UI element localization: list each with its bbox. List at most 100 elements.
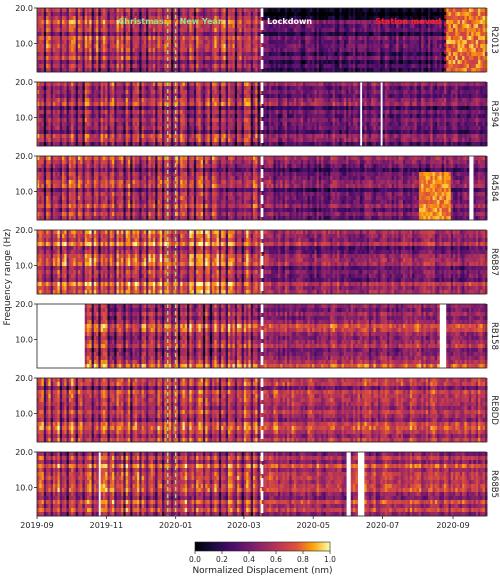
heatmap-cell: [130, 12, 133, 16]
heatmap-cell: [148, 94, 151, 98]
heatmap-cell: [164, 94, 167, 98]
heatmap-cell: [37, 102, 40, 106]
heatmap-cell: [196, 86, 199, 90]
heatmap-cell: [378, 32, 381, 36]
heatmap-cell: [119, 82, 122, 86]
heatmap-cell: [264, 64, 267, 68]
heatmap-cell: [221, 48, 224, 52]
heatmap-cell: [160, 48, 163, 52]
heatmap-cell: [160, 60, 163, 64]
heatmap-cell: [333, 40, 336, 44]
heatmap-cell: [196, 98, 199, 102]
heatmap-cell: [358, 24, 361, 28]
heatmap-cell: [101, 32, 104, 36]
heatmap-cell: [132, 110, 135, 114]
heatmap-cell: [37, 134, 40, 138]
heatmap-cell: [60, 118, 63, 122]
heatmap-cell: [223, 130, 226, 134]
heatmap-cell: [92, 64, 95, 68]
heatmap-cell: [271, 52, 274, 56]
heatmap-cell: [353, 8, 356, 12]
heatmap-cell: [371, 40, 374, 44]
heatmap-cell: [223, 24, 226, 28]
heatmap-cell: [126, 52, 129, 56]
heatmap-cell: [164, 20, 167, 24]
heatmap-cell: [248, 130, 251, 134]
heatmap-cell: [462, 48, 465, 52]
heatmap-cell: [135, 86, 138, 90]
heatmap-cell: [189, 8, 192, 12]
heatmap-cell: [151, 60, 154, 64]
heatmap-cell: [64, 40, 67, 44]
heatmap-cell: [342, 64, 345, 68]
heatmap-cell: [483, 64, 486, 68]
heatmap-cell: [289, 106, 292, 110]
heatmap-cell: [117, 56, 120, 60]
heatmap-cell: [160, 56, 163, 60]
heatmap-cell: [235, 60, 238, 64]
heatmap-cell: [408, 32, 411, 36]
heatmap-cell: [255, 36, 258, 40]
heatmap-cell: [221, 126, 224, 130]
heatmap-cell: [144, 94, 147, 98]
heatmap-cell: [169, 20, 172, 24]
heatmap-cell: [330, 8, 333, 12]
heatmap-cell: [328, 8, 331, 12]
heatmap-cell: [107, 56, 110, 60]
heatmap-cell: [53, 28, 56, 32]
heatmap-cell: [428, 56, 431, 60]
heatmap-cell: [310, 40, 313, 44]
heatmap-cell: [353, 32, 356, 36]
heatmap-cell: [185, 40, 188, 44]
heatmap-cell: [469, 20, 472, 24]
heatmap-cell: [246, 138, 249, 142]
heatmap-cell: [217, 56, 220, 60]
heatmap-cell: [192, 52, 195, 56]
heatmap-cell: [276, 28, 279, 32]
heatmap-cell: [135, 106, 138, 110]
heatmap-cell: [376, 28, 379, 32]
heatmap-cell: [51, 16, 54, 20]
heatmap-cell: [453, 56, 456, 60]
heatmap-cell: [258, 20, 261, 24]
heatmap-cell: [89, 134, 92, 138]
heatmap-cell: [210, 28, 213, 32]
heatmap-cell: [44, 8, 47, 12]
heatmap-cell: [142, 114, 145, 118]
heatmap-cell: [253, 8, 256, 12]
heatmap-cell: [87, 118, 90, 122]
heatmap-cell: [62, 98, 65, 102]
heatmap-cell: [169, 52, 172, 56]
heatmap-cell: [408, 28, 411, 32]
heatmap-cell: [55, 86, 58, 90]
heatmap-cell: [208, 126, 211, 130]
heatmap-cell: [285, 36, 288, 40]
heatmap-cell: [85, 44, 88, 48]
heatmap-cell: [46, 102, 49, 106]
heatmap-cell: [258, 106, 261, 110]
heatmap-cell: [98, 20, 101, 24]
heatmap-cell: [478, 16, 481, 20]
heatmap-cell: [148, 90, 151, 94]
heatmap-cell: [221, 60, 224, 64]
heatmap-cell: [242, 102, 245, 106]
heatmap-cell: [73, 24, 76, 28]
heatmap-cell: [396, 52, 399, 56]
heatmap-cell: [192, 102, 195, 106]
heatmap-cell: [389, 8, 392, 12]
heatmap-cell: [69, 90, 72, 94]
heatmap-cell: [408, 60, 411, 64]
heatmap-cell: [337, 48, 340, 52]
heatmap-cell: [330, 16, 333, 20]
heatmap-cell: [230, 64, 233, 68]
heatmap-cell: [217, 130, 220, 134]
heatmap-cell: [253, 12, 256, 16]
heatmap-cell: [57, 24, 60, 28]
heatmap-cell: [142, 90, 145, 94]
heatmap-cell: [253, 98, 256, 102]
heatmap-cell: [57, 138, 60, 142]
heatmap-cell: [217, 44, 220, 48]
heatmap-cell: [237, 16, 240, 20]
heatmap-cell: [285, 28, 288, 32]
heatmap-cell: [130, 56, 133, 60]
